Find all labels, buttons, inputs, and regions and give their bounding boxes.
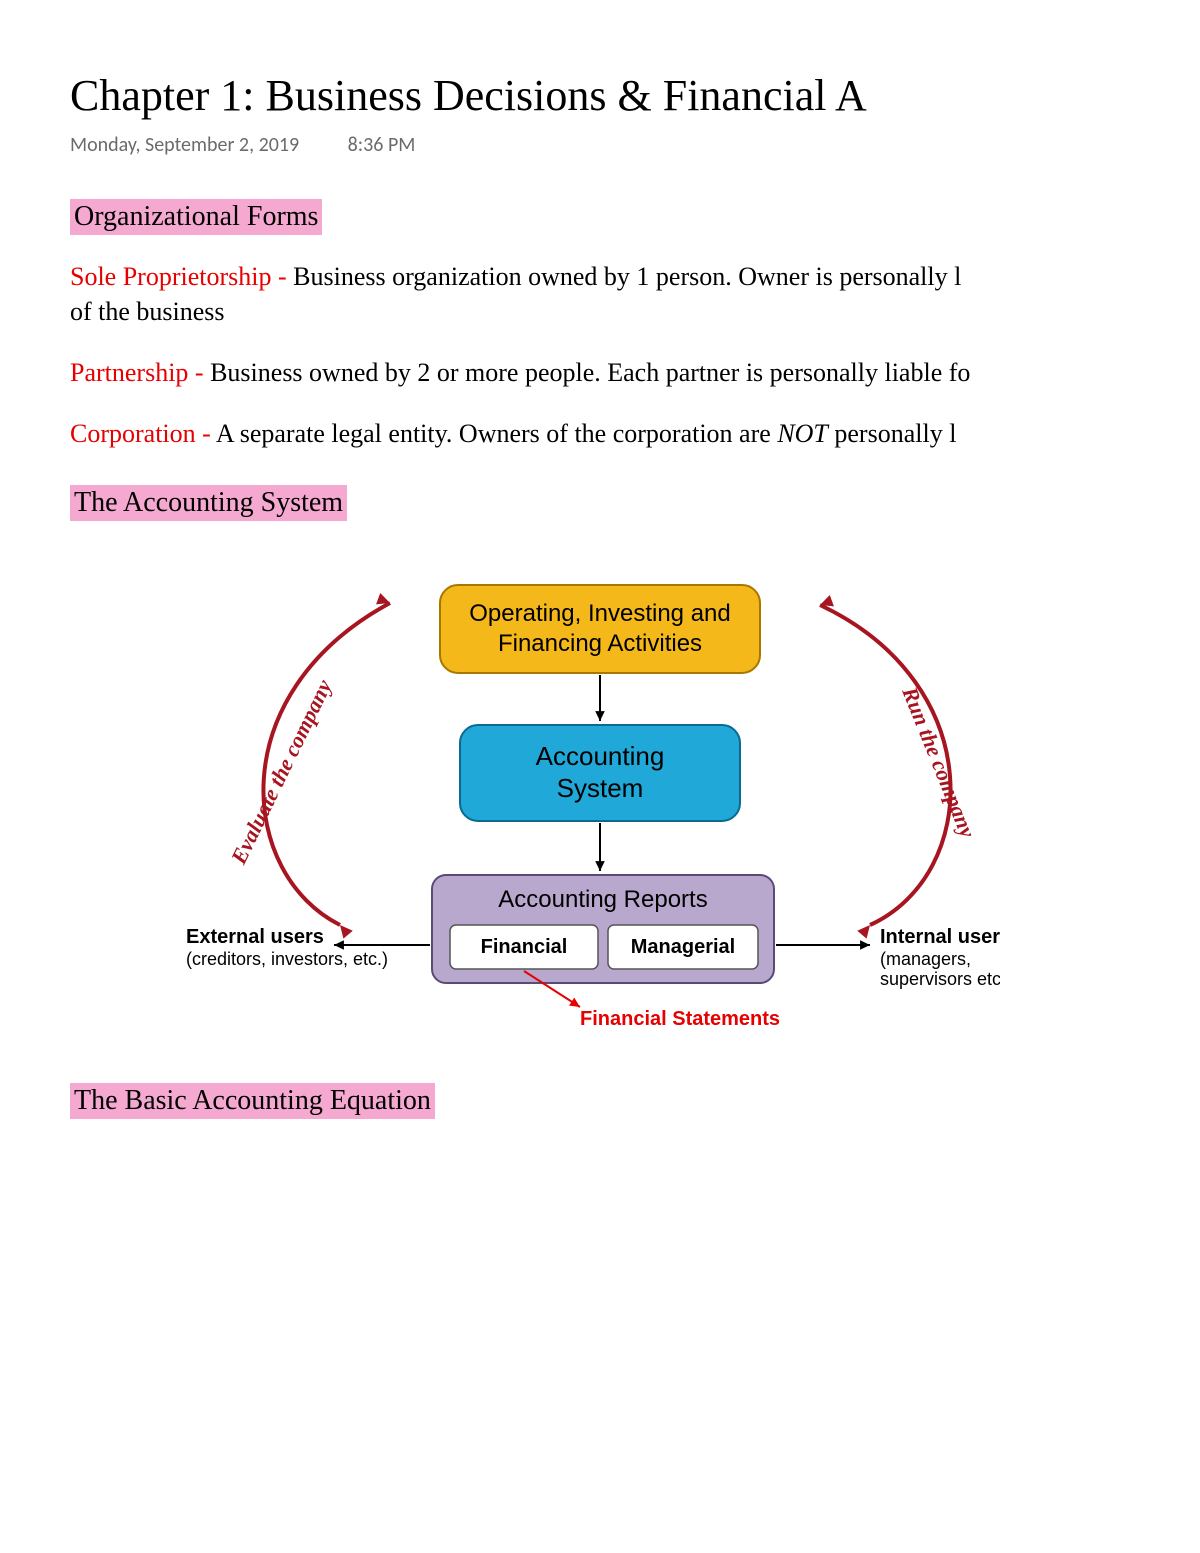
emphasis-not: NOT xyxy=(777,419,828,448)
text: personally l xyxy=(828,419,957,448)
svg-text:Run the company: Run the company xyxy=(897,683,981,842)
chapter-title: Chapter 1: Business Decisions & Financia… xyxy=(70,70,1200,121)
term-partnership: Partnership - xyxy=(70,358,210,387)
section-organizational-forms: Organizational Forms xyxy=(70,199,322,235)
svg-text:Internal users: Internal users xyxy=(880,926,1000,948)
definition-partnership: Partnership - Business owned by 2 or mor… xyxy=(70,355,1200,390)
svg-text:System: System xyxy=(557,773,644,803)
term-corporation: Corporation - xyxy=(70,419,216,448)
svg-text:Financial: Financial xyxy=(481,936,568,958)
note-time: 8:36 PM xyxy=(348,133,416,157)
text: of the business xyxy=(70,297,225,326)
svg-text:Accounting: Accounting xyxy=(536,741,665,771)
accounting-system-diagram: Evaluate the company Run the company Opera… xyxy=(180,575,1080,1055)
note-metadata: Monday, September 2, 2019 8:36 PM xyxy=(70,133,1200,157)
section-accounting-system: The Accounting System xyxy=(70,485,347,521)
svg-text:(managers,: (managers, xyxy=(880,949,971,969)
definition-sole-proprietorship: Sole Proprietorship - Business organizat… xyxy=(70,259,1200,329)
note-date: Monday, September 2, 2019 xyxy=(70,133,299,157)
svg-text:External users: External users xyxy=(186,926,324,948)
flowchart-svg: Evaluate the company Run the company Opera… xyxy=(180,575,1000,1055)
svg-text:Financing Activities: Financing Activities xyxy=(498,630,702,657)
text: Business organization owned by 1 person.… xyxy=(293,262,961,291)
svg-text:supervisors etc.): supervisors etc.) xyxy=(880,969,1000,989)
document-page: Chapter 1: Business Decisions & Financia… xyxy=(0,0,1200,1143)
svg-text:Managerial: Managerial xyxy=(631,936,735,958)
svg-text:Evaluate the company: Evaluate the company xyxy=(225,676,336,869)
svg-text:Operating, Investing and: Operating, Investing and xyxy=(469,600,731,627)
svg-text:Accounting Reports: Accounting Reports xyxy=(498,886,707,913)
term-sole-proprietorship: Sole Proprietorship - xyxy=(70,262,293,291)
svg-text:Financial Statements: Financial Statements xyxy=(580,1008,780,1030)
definition-corporation: Corporation - A separate legal entity. O… xyxy=(70,416,1200,451)
text: A separate legal entity. Owners of the c… xyxy=(216,419,777,448)
text: Business owned by 2 or more people. Each… xyxy=(210,358,970,387)
section-basic-accounting-equation: The Basic Accounting Equation xyxy=(70,1083,435,1119)
svg-text:(creditors, investors, etc.): (creditors, investors, etc.) xyxy=(186,949,388,969)
